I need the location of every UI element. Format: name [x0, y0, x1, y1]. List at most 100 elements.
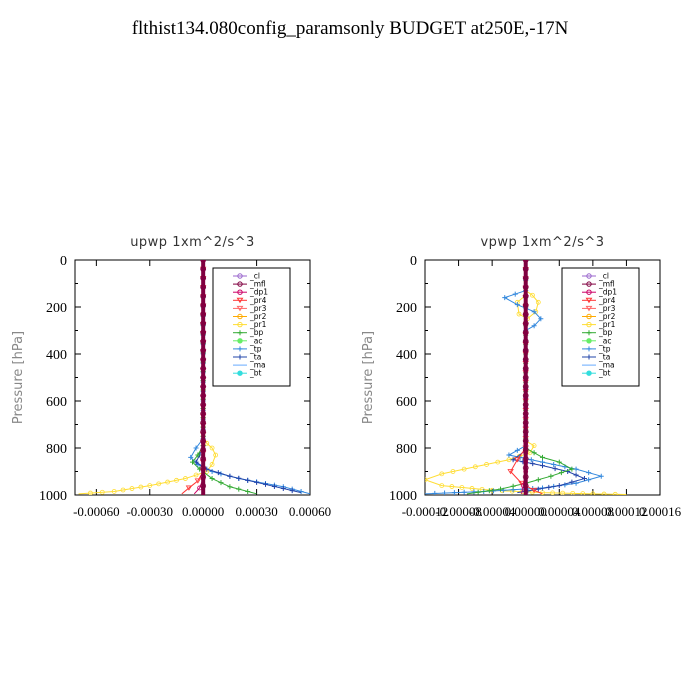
legend-marker	[237, 346, 243, 352]
series-marker	[200, 311, 207, 318]
x-tick-label: 0.00060	[289, 504, 331, 519]
series-marker	[461, 489, 467, 495]
legend-label: _pr4	[598, 296, 616, 305]
series-marker	[522, 311, 529, 318]
series-marker	[439, 483, 445, 489]
y-axis-label: Pressure [hPa]	[11, 331, 26, 424]
series-marker	[200, 293, 207, 300]
series-marker	[200, 365, 207, 372]
legend-marker	[237, 281, 243, 287]
series-marker	[560, 490, 566, 495]
legend-marker	[585, 297, 593, 304]
series-marker	[193, 472, 199, 478]
series-marker	[530, 461, 536, 467]
series-marker	[522, 374, 529, 381]
series-marker	[200, 483, 207, 489]
series-marker	[580, 491, 586, 495]
series-marker	[531, 443, 537, 449]
series-marker	[531, 323, 537, 329]
series-marker	[569, 479, 575, 485]
series-marker	[200, 428, 207, 435]
legend-marker	[586, 370, 592, 376]
series-marker	[535, 486, 541, 492]
legend-marker	[237, 370, 243, 376]
series-marker	[551, 461, 557, 467]
legend-marker	[237, 289, 243, 295]
series-marker	[200, 383, 207, 390]
series-marker	[522, 428, 529, 435]
series-marker	[227, 484, 233, 490]
series-marker	[484, 462, 489, 467]
series-marker	[182, 476, 188, 481]
series-marker	[552, 466, 558, 472]
series-marker	[254, 479, 260, 485]
series-marker	[475, 489, 481, 495]
series-marker	[200, 347, 207, 354]
y-tick-label: 1000	[39, 489, 67, 504]
series-marker	[514, 447, 520, 453]
legend-marker	[586, 281, 592, 287]
series-marker	[573, 466, 579, 472]
legend-marker	[237, 354, 243, 360]
series-marker	[200, 401, 207, 408]
y-tick-label: 200	[46, 301, 67, 316]
series-marker	[200, 464, 207, 471]
series-marker	[471, 489, 477, 495]
series-marker	[586, 477, 592, 483]
series-marker	[522, 293, 529, 300]
series-marker	[245, 477, 251, 483]
series-marker	[510, 457, 516, 463]
series-marker	[569, 466, 575, 472]
series-marker	[507, 469, 514, 475]
series-marker	[535, 477, 541, 483]
series-marker	[472, 464, 478, 470]
series-marker	[188, 454, 194, 460]
legend-label: _dp1	[249, 288, 268, 297]
legend-label: _ac	[598, 336, 611, 345]
panel-title: vpwp 1xm^2/s^3	[480, 235, 604, 250]
legend-marker	[237, 273, 243, 279]
series-marker	[598, 473, 604, 479]
plot-area	[425, 260, 627, 495]
series-marker	[531, 309, 537, 315]
series-marker	[280, 486, 286, 492]
series-marker	[185, 485, 193, 491]
series-marker	[193, 445, 199, 451]
x-tick-label: 0.00008	[572, 504, 614, 519]
series-marker	[522, 383, 529, 390]
series-marker	[531, 450, 537, 456]
y-tick-label: 600	[396, 395, 417, 410]
y-tick-label: 0	[60, 254, 67, 269]
series-marker	[215, 470, 221, 476]
series-marker	[540, 463, 545, 469]
legend-box	[561, 267, 640, 387]
series-marker	[612, 491, 618, 495]
series-marker	[200, 320, 207, 327]
series-marker	[522, 365, 529, 372]
series-marker	[522, 401, 529, 408]
page-title: flthist134.080config_paramsonly BUDGET a…	[131, 18, 569, 39]
x-tick-label: -0.00008	[435, 504, 482, 519]
series-marker	[200, 260, 207, 263]
series-marker	[209, 462, 215, 467]
series-marker	[514, 302, 520, 308]
series-marker	[200, 455, 207, 462]
series-line-pr1	[425, 260, 627, 495]
legend-label: _tp	[249, 344, 262, 353]
legend-label: _bp	[249, 328, 264, 337]
series-marker	[236, 486, 242, 492]
series-marker	[200, 474, 207, 480]
series-marker	[550, 490, 555, 495]
series-marker	[174, 477, 179, 483]
x-tick-label: -0.00030	[126, 504, 173, 519]
legend-box	[212, 267, 291, 387]
series-marker	[522, 329, 529, 336]
series-marker	[111, 489, 117, 494]
legend-label: _pr1	[249, 320, 267, 329]
legend-marker	[586, 354, 592, 360]
series-marker	[522, 474, 529, 480]
legend-marker	[586, 273, 592, 279]
panel-2: vpwp 1xm^2/s^3 Pressure [hPa] 0 200 400 600 80…	[361, 235, 682, 519]
series-marker	[218, 480, 224, 486]
